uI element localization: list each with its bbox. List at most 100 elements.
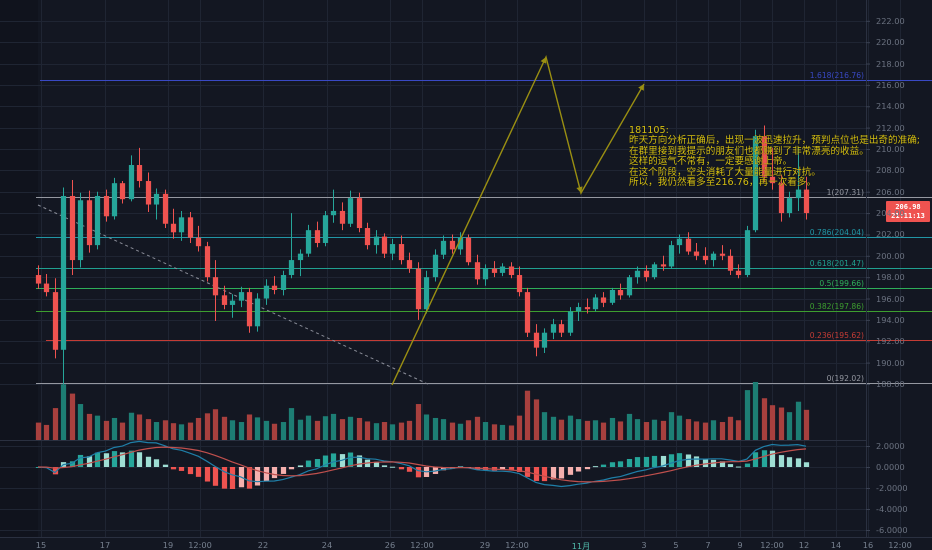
macd-histogram-bar [212, 467, 219, 486]
forecast-arrowhead [540, 57, 547, 64]
candle-body [322, 215, 329, 243]
analysis-note-line-2: 在群里接到我提示的朋友们也都赚到了非常漂亮的收益。 [629, 145, 869, 157]
fib-label-6[interactable]: 0.236(195.62) [809, 331, 864, 340]
macd-histogram-bar [187, 467, 194, 475]
macd-histogram-bar [508, 467, 515, 471]
volume-bar [356, 417, 363, 440]
macd-histogram-bar [136, 452, 143, 467]
volume-bar [254, 417, 261, 440]
candle-body [288, 260, 295, 276]
candle-body [491, 268, 498, 273]
macd-histogram-bar [693, 456, 700, 467]
fib-label-7[interactable]: 0(192.02) [826, 374, 864, 383]
volume-bar [702, 422, 709, 440]
volume-bar [86, 413, 93, 440]
volume-bar [136, 414, 143, 440]
macd-histogram-bar [178, 467, 185, 471]
candle-body [77, 200, 84, 261]
time-axis-tick-10: 11月 [571, 541, 591, 550]
current-price-badge[interactable]: 206.98 21:11:13 [886, 201, 930, 222]
analysis-note-line-1: 昨天方向分析正确后，出现一波迅速拉升，预判点位也是出奇的准确; [629, 135, 921, 147]
forecast-arrowhead [638, 84, 644, 91]
candle-body [280, 275, 287, 290]
candle-body [204, 246, 211, 278]
macd-histogram-bar [617, 461, 624, 467]
fib-label-5[interactable]: 0.382(197.86) [809, 302, 864, 311]
macd-histogram-bar [660, 455, 667, 467]
fib-label-2[interactable]: 0.786(204.04) [809, 228, 864, 237]
candle-body [187, 217, 194, 238]
candle-body [373, 236, 380, 246]
candle-body [238, 292, 245, 301]
volume-bar [761, 398, 768, 440]
fibonacci-levels[interactable] [36, 80, 932, 384]
candle-body [229, 300, 236, 305]
candle-body [423, 277, 430, 310]
time-axis-tick-17: 14 [830, 540, 842, 550]
volume-bar [609, 417, 616, 440]
macd-histogram-bar [297, 465, 304, 467]
volume-bar [423, 414, 430, 440]
fib-label-0[interactable]: 1.618(216.76) [809, 71, 864, 80]
forecast-zigzag[interactable] [391, 54, 645, 386]
volume-bar [457, 423, 464, 440]
macd-histogram-bar [314, 459, 321, 467]
fib-label-1[interactable]: 1(207.31) [826, 188, 864, 197]
macd-histogram-bar [600, 464, 607, 467]
macd-histogram-bar [271, 467, 278, 479]
volume-bar [288, 408, 295, 440]
analysis-note-line-5: 所以，我仍然看多至216.76，再一次看多。 [629, 177, 817, 189]
candlestick-series[interactable] [35, 125, 810, 406]
candle-body [119, 183, 126, 200]
volume-bar [676, 415, 683, 440]
volume-bar [94, 415, 101, 440]
volume-bar [550, 416, 557, 440]
volume-bar [735, 420, 742, 440]
volume-bar [347, 416, 354, 440]
volume-bar [795, 401, 802, 440]
macd-histogram-bar [516, 467, 523, 472]
candle-body [170, 223, 177, 233]
time-axis-tick-7: 12:00 [410, 540, 434, 550]
volume-bar [271, 423, 278, 440]
fib-label-4[interactable]: 0.5(199.66) [819, 279, 864, 288]
forecast-path[interactable] [391, 54, 645, 386]
macd-histogram-bar [69, 461, 76, 467]
volume-bar [465, 420, 472, 440]
volume-bar [373, 423, 380, 440]
volume-bar [322, 416, 329, 440]
candle-body [567, 311, 574, 333]
volume-bar [69, 393, 76, 440]
candle-body [212, 277, 219, 296]
candle-body [69, 195, 76, 261]
candle-body [710, 253, 717, 261]
volume-bar [440, 419, 447, 440]
candle-body [533, 332, 540, 348]
volume-bar [778, 407, 785, 440]
macd-histogram-bar [440, 467, 447, 471]
volume-bar [77, 404, 84, 440]
candle-body [406, 260, 413, 269]
volume-bar [524, 390, 531, 440]
volume-bar [533, 399, 540, 440]
volume-bar [415, 404, 422, 440]
volume-bar [389, 424, 396, 440]
candle-body [128, 165, 135, 200]
macd-histogram-bar [119, 452, 126, 467]
fib-label-3[interactable]: 0.618(201.47) [809, 259, 864, 268]
volume-bar [668, 412, 675, 440]
macd-histogram-bar [803, 462, 810, 467]
macd-histogram-bar [381, 465, 388, 467]
candle-body [415, 268, 422, 310]
volume-bar [280, 422, 287, 440]
volume-bar [499, 424, 506, 440]
candle-body [111, 183, 118, 217]
candle-body [584, 307, 591, 310]
macd-histogram-bar [719, 461, 726, 467]
candle-body [449, 240, 456, 250]
macd-pane [35, 440, 810, 489]
macd-histogram-bar [52, 467, 59, 475]
volume-bar [297, 419, 304, 440]
